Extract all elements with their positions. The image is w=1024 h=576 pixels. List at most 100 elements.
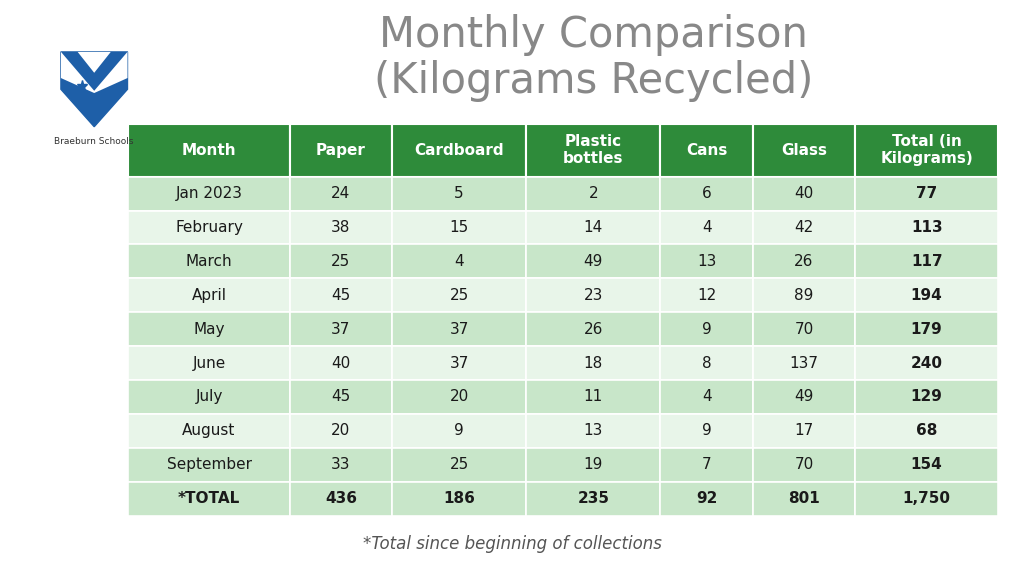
Text: (Kilograms Recycled): (Kilograms Recycled) bbox=[374, 60, 814, 103]
Bar bbox=[660, 211, 753, 244]
Bar bbox=[290, 244, 392, 278]
Bar bbox=[753, 380, 855, 414]
Text: 194: 194 bbox=[910, 288, 942, 303]
Text: 9: 9 bbox=[455, 423, 464, 438]
Bar bbox=[392, 346, 526, 380]
Bar bbox=[660, 414, 753, 448]
Bar bbox=[128, 448, 290, 482]
Text: 129: 129 bbox=[910, 389, 942, 404]
Text: 89: 89 bbox=[795, 288, 814, 303]
Bar bbox=[526, 244, 660, 278]
Text: 4: 4 bbox=[701, 220, 712, 235]
Text: Glass: Glass bbox=[781, 143, 827, 158]
Bar bbox=[526, 177, 660, 211]
Text: *Total since beginning of collections: *Total since beginning of collections bbox=[362, 535, 662, 554]
Bar bbox=[128, 380, 290, 414]
Bar bbox=[128, 482, 290, 516]
Bar bbox=[753, 278, 855, 312]
Text: Month: Month bbox=[181, 143, 237, 158]
Text: 18: 18 bbox=[584, 355, 603, 370]
Text: 23: 23 bbox=[584, 288, 603, 303]
Text: 4: 4 bbox=[455, 254, 464, 269]
Bar bbox=[526, 312, 660, 346]
Bar bbox=[855, 448, 998, 482]
Text: 801: 801 bbox=[788, 491, 820, 506]
Text: 12: 12 bbox=[697, 288, 717, 303]
Text: Jan 2023: Jan 2023 bbox=[175, 186, 243, 201]
Text: July: July bbox=[196, 389, 222, 404]
Bar bbox=[392, 448, 526, 482]
Text: 4: 4 bbox=[701, 389, 712, 404]
Text: 25: 25 bbox=[450, 288, 469, 303]
Bar bbox=[855, 211, 998, 244]
Text: April: April bbox=[191, 288, 226, 303]
Text: 19: 19 bbox=[584, 457, 603, 472]
Text: 25: 25 bbox=[450, 457, 469, 472]
Text: 77: 77 bbox=[916, 186, 937, 201]
Bar bbox=[855, 278, 998, 312]
Text: Paper: Paper bbox=[316, 143, 366, 158]
Bar bbox=[290, 380, 392, 414]
Text: 92: 92 bbox=[696, 491, 718, 506]
Bar bbox=[660, 278, 753, 312]
Bar bbox=[753, 124, 855, 177]
Bar bbox=[392, 177, 526, 211]
Bar bbox=[753, 346, 855, 380]
Text: 6: 6 bbox=[701, 186, 712, 201]
Polygon shape bbox=[61, 52, 127, 93]
Bar bbox=[753, 244, 855, 278]
Bar bbox=[753, 312, 855, 346]
Text: 70: 70 bbox=[795, 457, 814, 472]
Bar bbox=[128, 346, 290, 380]
Text: 20: 20 bbox=[332, 423, 350, 438]
Text: Braeburn Schools: Braeburn Schools bbox=[54, 137, 134, 146]
Bar bbox=[526, 211, 660, 244]
Bar bbox=[526, 124, 660, 177]
Text: 26: 26 bbox=[584, 321, 603, 337]
Text: 137: 137 bbox=[790, 355, 818, 370]
Text: 13: 13 bbox=[697, 254, 717, 269]
Text: 25: 25 bbox=[332, 254, 350, 269]
Text: 15: 15 bbox=[450, 220, 469, 235]
Bar bbox=[128, 244, 290, 278]
Text: 40: 40 bbox=[795, 186, 814, 201]
Bar bbox=[128, 312, 290, 346]
Bar bbox=[660, 448, 753, 482]
Bar bbox=[290, 278, 392, 312]
Bar bbox=[660, 380, 753, 414]
Bar bbox=[855, 380, 998, 414]
Text: 240: 240 bbox=[910, 355, 943, 370]
Text: 9: 9 bbox=[701, 321, 712, 337]
Bar bbox=[392, 211, 526, 244]
Text: 45: 45 bbox=[332, 288, 350, 303]
Text: March: March bbox=[185, 254, 232, 269]
Bar bbox=[290, 346, 392, 380]
Bar bbox=[128, 124, 290, 177]
Text: 37: 37 bbox=[450, 321, 469, 337]
Bar bbox=[290, 414, 392, 448]
Text: 9: 9 bbox=[701, 423, 712, 438]
Bar bbox=[753, 448, 855, 482]
Text: 68: 68 bbox=[915, 423, 937, 438]
Bar bbox=[753, 211, 855, 244]
Bar bbox=[660, 244, 753, 278]
Text: 117: 117 bbox=[910, 254, 942, 269]
Text: June: June bbox=[193, 355, 225, 370]
Text: Plastic
bottles: Plastic bottles bbox=[563, 134, 624, 166]
Polygon shape bbox=[61, 52, 127, 91]
Bar bbox=[660, 312, 753, 346]
Bar bbox=[753, 177, 855, 211]
Bar bbox=[128, 177, 290, 211]
Bar bbox=[660, 482, 753, 516]
Bar bbox=[392, 414, 526, 448]
Text: 38: 38 bbox=[332, 220, 350, 235]
Bar bbox=[660, 177, 753, 211]
Text: 154: 154 bbox=[910, 457, 942, 472]
Bar bbox=[290, 448, 392, 482]
Bar bbox=[392, 380, 526, 414]
Bar bbox=[128, 414, 290, 448]
Bar bbox=[855, 346, 998, 380]
Bar bbox=[660, 346, 753, 380]
Bar bbox=[290, 482, 392, 516]
Text: 113: 113 bbox=[910, 220, 942, 235]
